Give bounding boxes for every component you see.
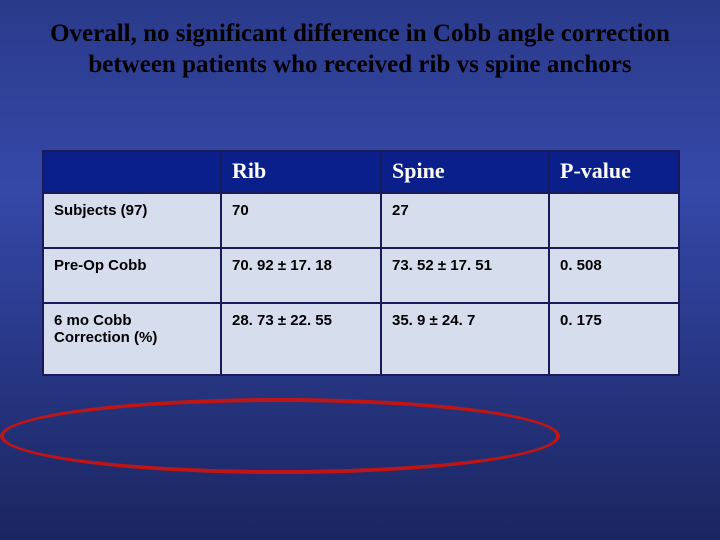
header-spine: Spine — [381, 151, 549, 193]
table-row: Pre-Op Cobb 70. 92 ± 17. 18 73. 52 ± 17.… — [43, 248, 679, 303]
table-container: Rib Spine P-value Subjects (97) 70 27 Pr… — [42, 150, 678, 376]
results-table: Rib Spine P-value Subjects (97) 70 27 Pr… — [42, 150, 680, 376]
header-blank — [43, 151, 221, 193]
row-label-preop: Pre-Op Cobb — [43, 248, 221, 303]
header-rib: Rib — [221, 151, 381, 193]
cell-subjects-pvalue — [549, 193, 679, 248]
row-label-sixmo: 6 mo Cobb Correction (%) — [43, 303, 221, 375]
cell-sixmo-rib: 28. 73 ± 22. 55 — [221, 303, 381, 375]
table-header-row: Rib Spine P-value — [43, 151, 679, 193]
highlight-ellipse — [0, 398, 560, 474]
cell-preop-pvalue: 0. 508 — [549, 248, 679, 303]
cell-sixmo-spine: 35. 9 ± 24. 7 — [381, 303, 549, 375]
row-label-subjects: Subjects (97) — [43, 193, 221, 248]
cell-subjects-spine: 27 — [381, 193, 549, 248]
header-pvalue: P-value — [549, 151, 679, 193]
cell-sixmo-pvalue: 0. 175 — [549, 303, 679, 375]
slide-title: Overall, no significant difference in Co… — [0, 0, 720, 81]
table-row: 6 mo Cobb Correction (%) 28. 73 ± 22. 55… — [43, 303, 679, 375]
cell-preop-spine: 73. 52 ± 17. 51 — [381, 248, 549, 303]
cell-preop-rib: 70. 92 ± 17. 18 — [221, 248, 381, 303]
cell-subjects-rib: 70 — [221, 193, 381, 248]
table-row: Subjects (97) 70 27 — [43, 193, 679, 248]
